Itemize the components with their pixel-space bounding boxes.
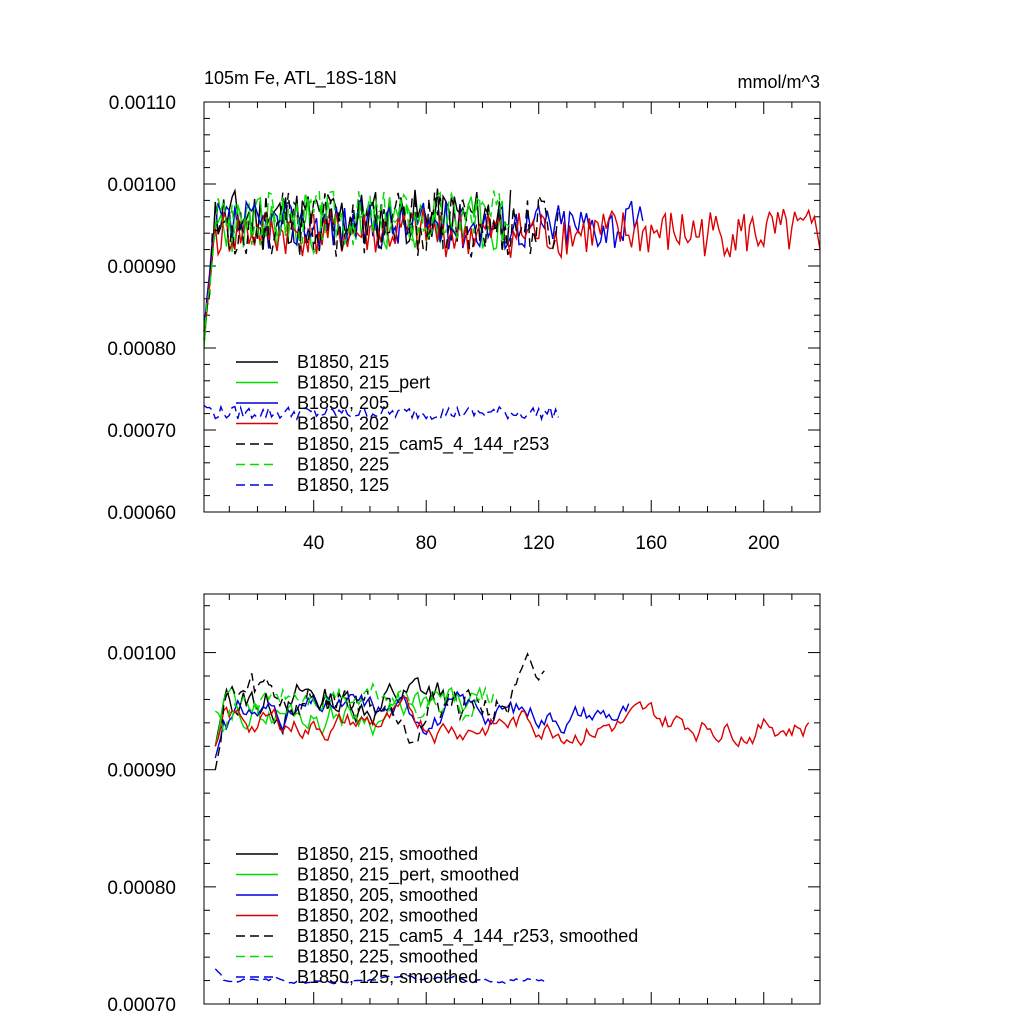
series-line: [214, 685, 484, 747]
y-tick-label: 0.00060: [107, 503, 176, 524]
legend-label: B1850, 225, smoothed: [297, 947, 478, 967]
legend-label: B1850, 225: [297, 455, 389, 475]
bottom-panel-series: [214, 652, 810, 985]
y-tick-label: 0.00100: [107, 644, 176, 665]
legend-label: B1850, 205, smoothed: [297, 885, 478, 905]
y-tick-label: 0.00110: [109, 93, 176, 114]
series-line: [214, 652, 545, 770]
top-panel-ticks: 0.00060 0.00070 0.00080 0.00090 0.00100 0.001…: [107, 93, 820, 554]
legend-label: B1850, 215_cam5_4_144_r253: [297, 434, 549, 455]
series-line: [203, 208, 821, 332]
bottom-plot-frame: [203, 593, 821, 1005]
chart-title: 105m Fe, ATL_18S-18N: [204, 68, 397, 89]
legend-label: B1850, 215: [297, 352, 389, 372]
units-label: mmol/m^3: [738, 72, 820, 92]
x-tick-label: 40: [303, 533, 324, 554]
series-line: [203, 404, 560, 422]
series-line: [214, 968, 545, 985]
legend-label: B1850, 215_cam5_4_144_r253, smoothed: [297, 926, 638, 947]
x-tick-label: 200: [748, 533, 780, 554]
y-tick-label: 0.00070: [107, 421, 176, 442]
series-line: [214, 695, 810, 748]
legend-label: B1850, 215, smoothed: [297, 844, 478, 864]
series-line: [214, 682, 497, 736]
legend-label: B1850, 205: [297, 393, 389, 413]
y-tick-label: 0.00090: [107, 257, 176, 278]
y-tick-label: 0.00090: [107, 761, 176, 782]
series-line: [214, 690, 630, 759]
x-tick-label: 160: [635, 533, 667, 554]
series-line: [203, 190, 512, 340]
x-tick-label: 80: [416, 533, 437, 554]
legend-label: B1850, 215_pert: [297, 373, 430, 394]
legend-label: B1850, 202, smoothed: [297, 906, 478, 926]
legend-label: B1850, 125, smoothed: [297, 967, 478, 987]
y-tick-label: 0.00100: [107, 175, 176, 196]
top-panel-series: [203, 188, 821, 422]
bottom-panel-ticks: 0.00070 0.00080 0.00090 0.00100: [107, 594, 820, 1016]
series-line: [203, 192, 560, 340]
legend-label: B1850, 202: [297, 414, 389, 434]
x-tick-label: 120: [523, 533, 555, 554]
y-tick-label: 0.00070: [107, 995, 176, 1016]
y-tick-label: 0.00080: [107, 878, 176, 899]
legend-label: B1850, 125: [297, 475, 389, 495]
top-panel: 105m Fe, ATL_18S-18N mmol/m^3 0.000600.0…: [107, 68, 821, 554]
top-plot-frame: [203, 101, 821, 513]
series-line: [203, 199, 644, 332]
bottom-panel: 0.00070 0.00080 0.00090 0.00100 B1850, 215,…: [107, 593, 821, 1016]
y-tick-label: 0.00080: [107, 339, 176, 360]
legend-label: B1850, 215_pert, smoothed: [297, 865, 519, 886]
